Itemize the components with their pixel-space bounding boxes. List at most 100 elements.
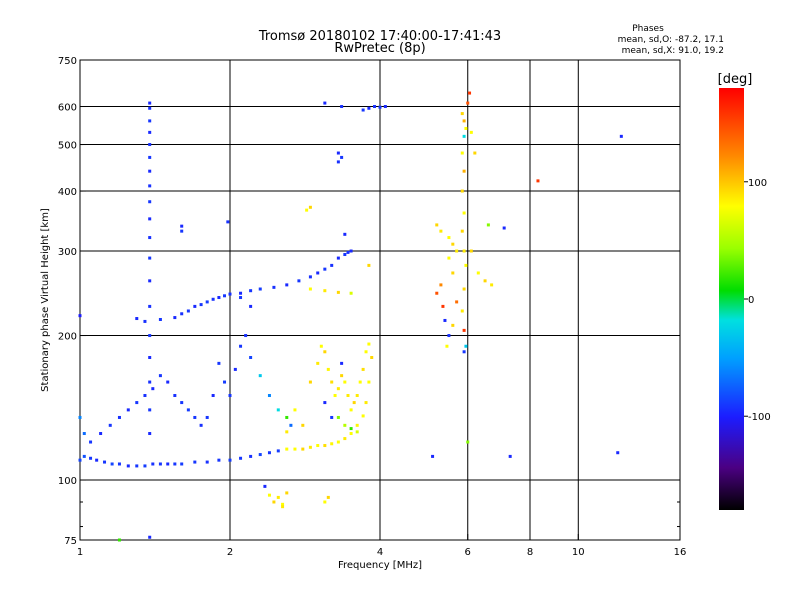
data-point bbox=[619, 134, 623, 138]
data-point bbox=[464, 126, 468, 130]
data-point bbox=[451, 323, 455, 327]
data-point bbox=[336, 440, 340, 444]
data-point bbox=[346, 394, 350, 398]
data-point bbox=[439, 229, 443, 233]
data-point bbox=[148, 304, 152, 308]
data-point bbox=[435, 291, 439, 295]
data-point bbox=[336, 256, 340, 260]
data-point bbox=[148, 432, 152, 436]
data-point bbox=[158, 374, 162, 378]
data-point bbox=[323, 289, 327, 293]
data-point bbox=[148, 380, 152, 384]
data-point bbox=[355, 430, 359, 434]
data-point bbox=[173, 394, 177, 398]
data-point bbox=[536, 179, 540, 183]
data-point bbox=[367, 342, 371, 346]
data-point bbox=[276, 449, 280, 453]
data-point bbox=[462, 350, 466, 354]
data-point bbox=[460, 309, 464, 313]
data-point bbox=[148, 184, 152, 188]
data-point bbox=[378, 105, 382, 109]
data-point bbox=[460, 112, 464, 116]
data-point bbox=[343, 253, 347, 257]
phases-label: Phases bbox=[632, 24, 664, 34]
data-point bbox=[462, 119, 466, 123]
data-point bbox=[78, 458, 82, 462]
data-point bbox=[99, 432, 103, 436]
data-point bbox=[180, 224, 184, 228]
data-point bbox=[148, 155, 152, 159]
data-point bbox=[267, 451, 271, 455]
colorbar-tick-label: 100 bbox=[748, 178, 767, 189]
data-point bbox=[148, 217, 152, 221]
data-point bbox=[330, 442, 334, 446]
data-point bbox=[244, 334, 248, 338]
data-point bbox=[158, 317, 162, 321]
data-point bbox=[233, 367, 237, 371]
data-point bbox=[383, 105, 387, 109]
data-point bbox=[228, 458, 232, 462]
data-point bbox=[217, 458, 221, 462]
data-point bbox=[151, 387, 155, 391]
data-point bbox=[272, 500, 276, 504]
y-tick-label: 75 bbox=[64, 536, 77, 547]
data-point bbox=[349, 291, 353, 295]
data-point bbox=[148, 143, 152, 147]
data-point bbox=[349, 249, 353, 253]
data-point bbox=[281, 505, 285, 509]
data-point bbox=[370, 355, 374, 359]
data-point bbox=[355, 394, 359, 398]
colorbar-ticks: 100 0 -100 bbox=[744, 178, 771, 423]
data-point bbox=[263, 484, 267, 488]
data-point bbox=[349, 432, 353, 436]
data-point bbox=[323, 267, 327, 271]
data-point bbox=[293, 447, 297, 451]
chart-subtitle: RwPretec (8p) bbox=[334, 41, 425, 56]
data-point bbox=[258, 453, 262, 457]
data-point bbox=[89, 456, 93, 460]
data-point bbox=[340, 374, 344, 378]
data-point bbox=[323, 350, 327, 354]
data-point bbox=[447, 236, 451, 240]
x-tick-label: 4 bbox=[377, 547, 383, 558]
y-axis-ticks: 75 100 200 300 400 500 600 750 bbox=[58, 56, 680, 547]
data-point bbox=[186, 408, 190, 412]
x-axis-ticks: 1 2 4 6 8 10 16 bbox=[77, 534, 686, 558]
data-point bbox=[340, 361, 344, 365]
y-tick-label: 600 bbox=[58, 103, 77, 114]
data-point bbox=[447, 256, 451, 260]
data-point bbox=[451, 242, 455, 246]
x-axis-label: Frequency [MHz] bbox=[338, 560, 422, 571]
data-point bbox=[293, 408, 297, 412]
data-point bbox=[217, 296, 221, 300]
y-tick-label: 400 bbox=[58, 187, 77, 198]
data-point bbox=[205, 415, 209, 419]
data-point bbox=[451, 271, 455, 275]
data-point bbox=[297, 279, 301, 283]
data-point bbox=[361, 414, 365, 418]
data-point bbox=[361, 108, 365, 112]
colorbar-unit: [deg] bbox=[718, 72, 753, 87]
data-point bbox=[364, 350, 368, 354]
data-point bbox=[180, 312, 184, 316]
data-point bbox=[117, 415, 121, 419]
data-point bbox=[469, 249, 473, 253]
data-point bbox=[166, 462, 170, 466]
data-point bbox=[158, 462, 162, 466]
data-point bbox=[82, 454, 86, 458]
data-point bbox=[89, 440, 93, 444]
data-point bbox=[464, 344, 468, 348]
data-point bbox=[340, 105, 344, 109]
data-point bbox=[508, 454, 512, 458]
x-tick-label: 2 bbox=[227, 547, 233, 558]
data-point bbox=[439, 283, 443, 287]
data-point bbox=[616, 451, 620, 455]
data-point bbox=[441, 304, 445, 308]
data-point bbox=[367, 380, 371, 384]
data-point bbox=[148, 408, 152, 412]
data-point bbox=[110, 462, 114, 466]
data-point bbox=[135, 401, 139, 405]
data-point bbox=[180, 229, 184, 233]
data-point bbox=[173, 462, 177, 466]
data-point bbox=[78, 314, 82, 318]
